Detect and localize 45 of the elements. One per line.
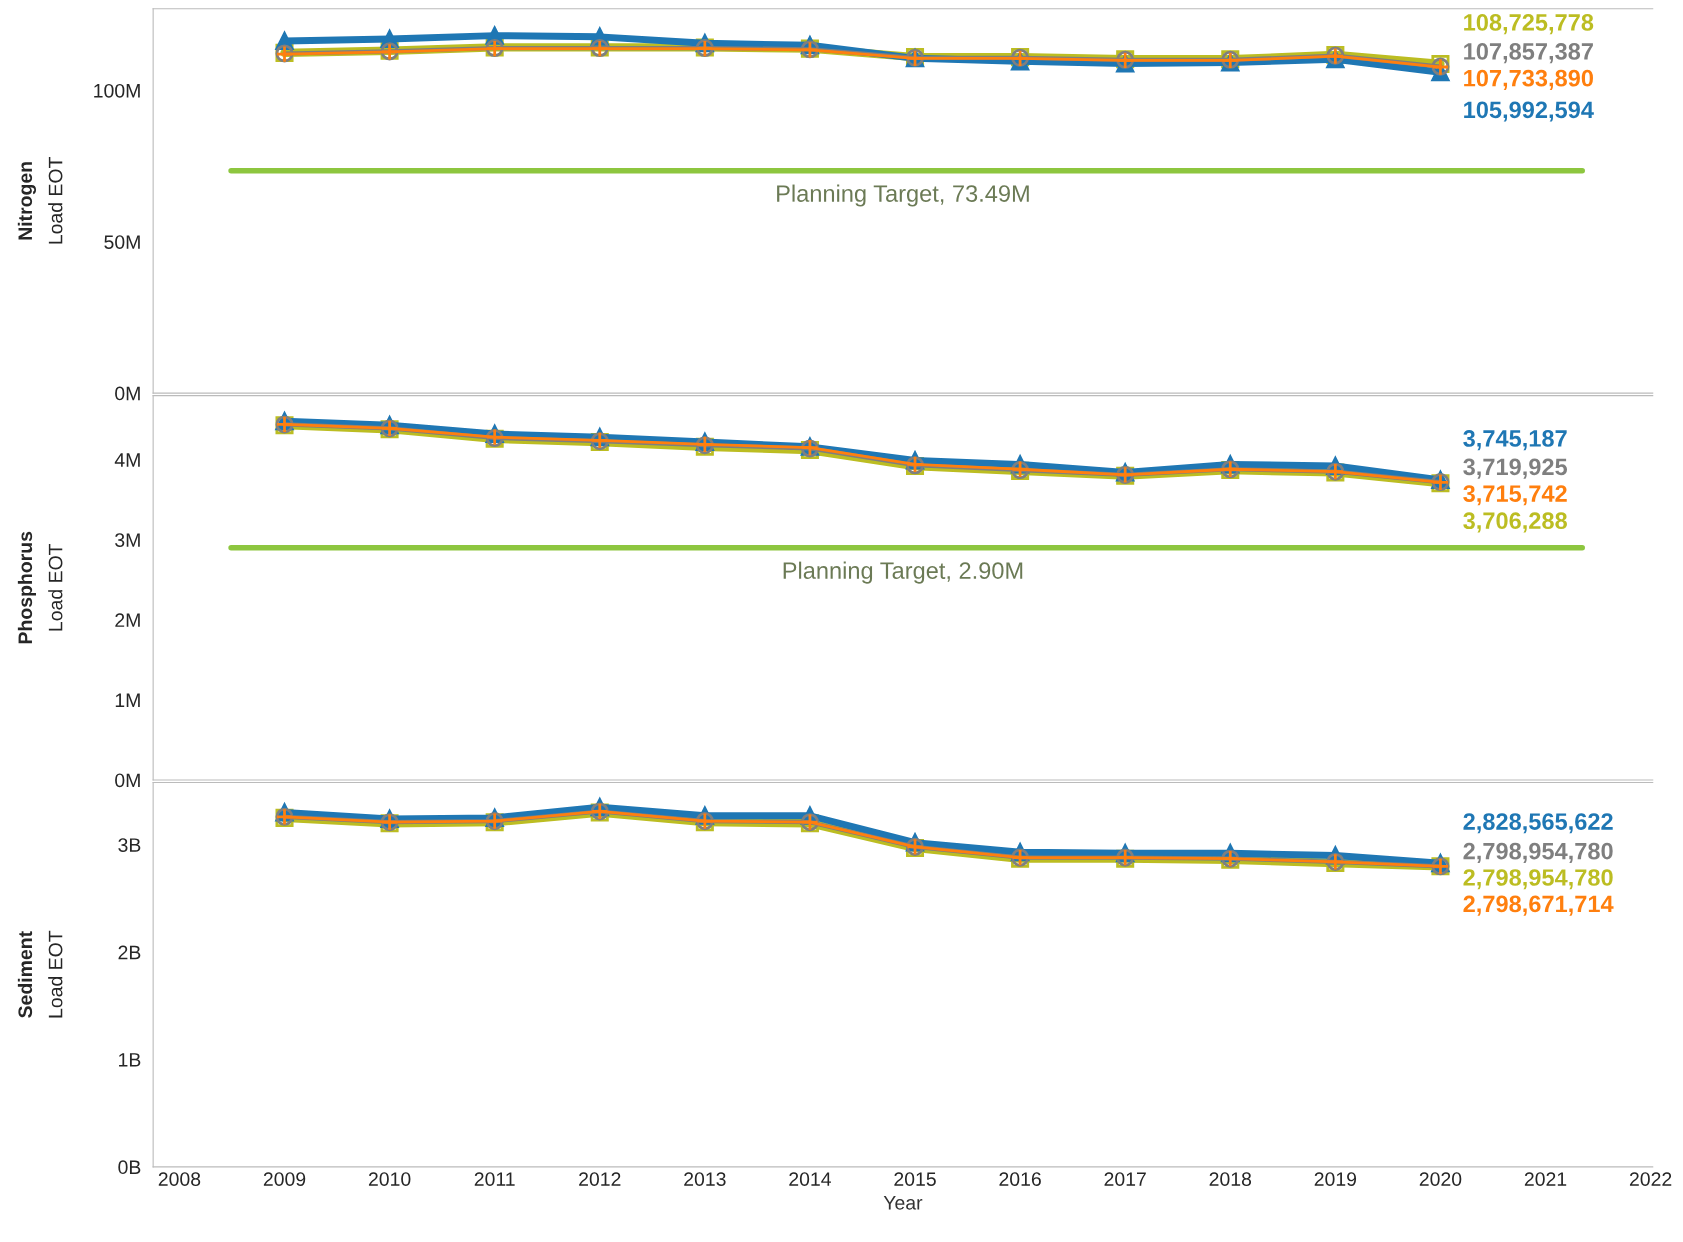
ref-line-label: Planning Target, 73.49M — [777, 184, 1029, 207]
y-tick-label: 0M — [115, 773, 140, 788]
x-tick-label: 2013 — [684, 1172, 726, 1186]
y-tick-label: 3M — [115, 533, 140, 547]
x-tick-label: 2012 — [579, 1172, 621, 1186]
data-label: 107,857,387 — [1464, 43, 1593, 64]
data-label: 2,828,565,622 — [1463, 813, 1613, 834]
y-tick-label: 4M — [114, 453, 140, 467]
x-tick-label: 2019 — [1314, 1172, 1357, 1186]
y-axis-title: Phosphorus Load EOT — [17, 531, 63, 644]
x-tick-label: 2016 — [999, 1172, 1041, 1186]
x-tick-label: 2011 — [474, 1172, 515, 1186]
data-label: 3,719,925 — [1463, 458, 1568, 479]
y-tick-label: 2M — [115, 613, 140, 627]
x-tick-label: 2021 — [1524, 1172, 1567, 1186]
y-axis-title: Nitrogen Load EOT — [17, 157, 63, 244]
x-tick-label: 2014 — [789, 1172, 831, 1186]
y-tick-label: 50M — [104, 235, 140, 249]
y-tick-label: 0B — [118, 1160, 141, 1175]
data-label: 2,798,671,714 — [1463, 895, 1614, 916]
data-label: 3,745,187 — [1463, 430, 1567, 451]
ref-line-label: Planning Target, 2.90M — [783, 561, 1023, 584]
x-tick-label: 2008 — [158, 1172, 201, 1186]
y-tick-label: 100M — [94, 83, 140, 98]
data-label: 105,992,594 — [1464, 101, 1594, 122]
data-label: 108,725,778 — [1464, 14, 1594, 35]
data-label: 3,715,742 — [1463, 485, 1567, 506]
y-tick-label: 2B — [118, 945, 141, 960]
x-axis-title: Year — [883, 1196, 923, 1210]
data-label: 107,733,890 — [1464, 69, 1593, 90]
x-tick-label: 2009 — [263, 1172, 306, 1186]
y-tick-label: 1M — [115, 693, 140, 707]
x-tick-label: 2020 — [1419, 1172, 1462, 1186]
x-tick-label: 2015 — [894, 1172, 936, 1186]
data-label: 2,798,954,780 — [1463, 842, 1613, 863]
x-tick-label: 2018 — [1209, 1172, 1252, 1186]
x-tick-label: 2010 — [368, 1172, 411, 1186]
y-axis-title: Sediment Load EOT — [17, 930, 63, 1018]
x-tick-label: 2017 — [1104, 1172, 1146, 1186]
y-tick-label: 0M — [115, 386, 140, 401]
data-label: 3,706,288 — [1463, 512, 1567, 533]
y-tick-label: 1B — [119, 1053, 141, 1067]
x-tick-label: 2022 — [1629, 1172, 1672, 1186]
data-label: 2,798,954,780 — [1463, 869, 1613, 890]
y-tick-label: 3B — [118, 838, 141, 852]
